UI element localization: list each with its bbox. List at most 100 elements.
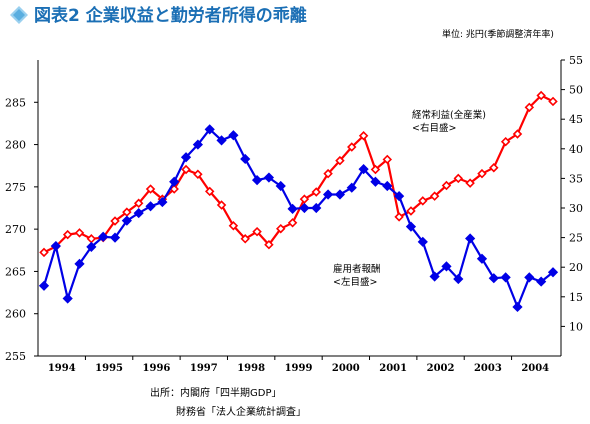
profit-data-point (86, 234, 97, 244)
title-group: 図表2 企業収益と勤労者所得の乖離 (10, 5, 307, 26)
profit-data-point (358, 131, 369, 141)
left-axis-ticks: 255 260 265 270 275 280 285 (5, 96, 38, 363)
wages-data-point (169, 176, 180, 187)
series-layer (38, 90, 559, 313)
x-tick-label: 1999 (285, 363, 313, 374)
chart-title: 図表2 企業収益と勤労者所得の乖離 (34, 5, 307, 26)
profit-data-point (347, 142, 357, 152)
x-tick-label: 2002 (427, 363, 455, 374)
wages-data-point (429, 271, 440, 282)
profit-data-point (74, 228, 85, 238)
profit-data-point (252, 226, 262, 237)
wages-data-point (157, 196, 168, 208)
wages-data-point (240, 153, 251, 165)
right-axis-ticks: 10 15 20 25 30 35 40 45 50 55 (561, 54, 583, 333)
wages-data-point (488, 273, 499, 284)
wages-data-point (322, 189, 334, 200)
wages-data-point (476, 253, 488, 264)
right-tick-label: 45 (569, 113, 583, 126)
profit-data-point (394, 212, 404, 222)
wages-series-axis-note: <左目盛> (333, 276, 377, 288)
wages-data-point (370, 176, 381, 187)
left-tick-label: 285 (5, 96, 26, 109)
wages-data-point (50, 240, 61, 252)
right-tick-label: 40 (569, 143, 583, 156)
unit-note: 単位: 兆円(季節調整済年率) (442, 28, 554, 40)
wages-data-point (547, 267, 559, 278)
profit-data-point (524, 102, 535, 113)
profit-data-point (370, 164, 381, 175)
wages-data-point (86, 241, 97, 253)
profit-data-point (548, 96, 558, 107)
profit-data-point (276, 223, 286, 234)
x-tick-label: 2001 (379, 363, 407, 374)
wages-data-point (417, 236, 428, 247)
profit-data-point (240, 234, 250, 244)
wages-data-point (500, 272, 511, 283)
source-line-2: 財務省「法人企業統計調査」 (176, 405, 306, 418)
right-tick-label: 20 (569, 261, 583, 274)
wages-data-point (275, 180, 286, 192)
wages-data-point (299, 202, 310, 214)
wages-data-point (465, 233, 476, 244)
left-tick-label: 260 (5, 308, 26, 321)
wages-data-point (74, 258, 85, 269)
profit-data-point (489, 163, 499, 173)
left-tick-label: 265 (5, 265, 26, 278)
profit-data-point (299, 194, 310, 204)
profit-data-point (323, 168, 333, 179)
profit-data-point (382, 154, 393, 165)
wages-data-point (121, 215, 132, 226)
profit-data-point (311, 187, 321, 197)
wages-data-point (334, 189, 346, 200)
profit-data-point (453, 173, 464, 184)
wages-data-point (394, 191, 405, 202)
x-tick-label: 1995 (95, 363, 123, 374)
wages-annotation: 雇用者報酬 <左目盛> (333, 263, 381, 288)
wages-data-point (133, 207, 144, 219)
wages-data-point (311, 202, 322, 214)
wages-data-point (287, 203, 298, 214)
wages-data-point (536, 276, 547, 287)
x-tick-label: 1997 (190, 363, 218, 374)
wages-data-point (145, 201, 156, 212)
right-tick-label: 50 (569, 84, 583, 97)
profit-data-point (500, 136, 511, 147)
wages-data-point (263, 172, 275, 183)
diamond-bullet-icon (10, 6, 28, 24)
profit-data-point (110, 216, 120, 226)
wages-data-point (405, 221, 417, 232)
x-tick-label: 2000 (332, 363, 360, 374)
wages-data-point (346, 182, 357, 193)
right-tick-label: 35 (569, 172, 583, 185)
right-tick-label: 10 (569, 320, 583, 333)
right-tick-label: 15 (569, 291, 583, 304)
profit-data-point (536, 90, 546, 101)
right-tick-label: 30 (569, 202, 583, 215)
profit-data-point (133, 198, 144, 208)
profit-data-point (216, 200, 227, 210)
wages-data-point (358, 163, 369, 175)
left-tick-label: 270 (5, 223, 26, 236)
wages-data-point (204, 124, 215, 135)
profit-data-point (477, 168, 487, 179)
profit-data-point (335, 155, 345, 166)
x-tick-label: 1996 (143, 363, 171, 374)
wages-data-point (109, 232, 121, 243)
profit-data-point (204, 186, 215, 197)
profit-data-point (264, 239, 274, 250)
x-tick-label: 2003 (474, 363, 502, 374)
profit-data-point (181, 164, 191, 175)
wages-data-point (216, 135, 227, 146)
profit-data-point (418, 196, 428, 206)
x-tick-label: 1994 (48, 363, 76, 374)
wages-data-point (38, 280, 50, 291)
right-tick-label: 55 (569, 54, 583, 67)
profit-data-point (145, 184, 156, 194)
profit-data-point (465, 178, 475, 188)
wages-series-name: 雇用者報酬 (333, 263, 381, 275)
x-axis-ticks: 1994 1995 1996 1997 1998 1999 2000 2001 2002 2003… (48, 356, 549, 374)
x-tick-label: 1998 (237, 363, 265, 374)
wages-data-point (441, 261, 452, 272)
